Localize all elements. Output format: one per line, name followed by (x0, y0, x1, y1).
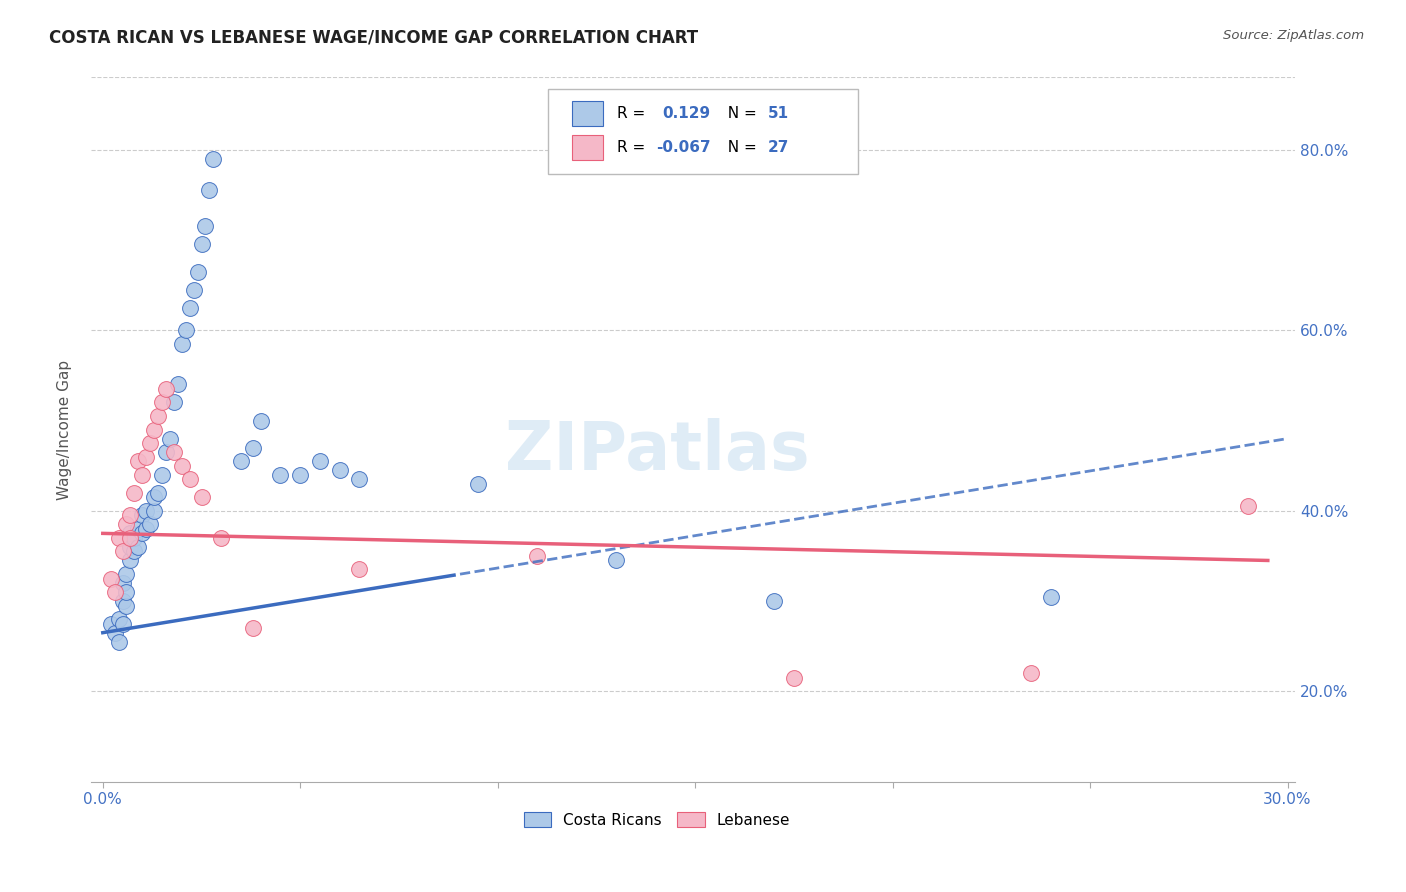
Point (107, 612, 129, 626)
Point (202, 152, 225, 166)
Text: N =: N = (718, 106, 762, 120)
Point (100, 572, 122, 586)
Point (163, 445, 186, 459)
Point (120, 508, 142, 523)
Point (115, 599, 138, 613)
Point (198, 183, 221, 197)
Point (115, 585, 138, 599)
Point (111, 594, 134, 608)
Point (349, 472, 371, 486)
Text: 0.129: 0.129 (662, 106, 710, 120)
Point (120, 531, 142, 545)
Point (467, 476, 489, 491)
Text: COSTA RICAN VS LEBANESE WAGE/INCOME GAP CORRELATION CHART: COSTA RICAN VS LEBANESE WAGE/INCOME GAP … (49, 29, 699, 46)
Point (1237, 500, 1260, 514)
Point (763, 594, 786, 608)
Point (120, 526, 142, 541)
Point (605, 553, 627, 567)
Point (104, 625, 127, 640)
Point (127, 522, 149, 536)
Point (329, 463, 352, 477)
Point (159, 432, 181, 446)
Point (139, 436, 162, 450)
Point (209, 531, 232, 545)
Point (127, 540, 149, 554)
Point (150, 395, 173, 409)
Text: 27: 27 (768, 140, 789, 154)
Point (170, 336, 193, 351)
Point (143, 423, 166, 437)
Point (131, 467, 153, 482)
Point (179, 301, 201, 315)
Point (242, 441, 264, 455)
Point (111, 576, 134, 591)
Point (139, 517, 162, 532)
Point (163, 395, 186, 409)
Point (143, 490, 166, 504)
Point (111, 616, 134, 631)
Point (155, 382, 177, 396)
Point (124, 531, 146, 545)
Point (290, 467, 312, 482)
Point (174, 323, 197, 337)
Point (309, 454, 332, 468)
Text: ZIPatlas: ZIPatlas (505, 417, 810, 483)
Point (1019, 666, 1042, 681)
Point (146, 409, 169, 423)
Point (146, 485, 169, 500)
Text: N =: N = (718, 140, 762, 154)
Point (135, 504, 157, 518)
Point (183, 283, 205, 297)
Point (170, 458, 193, 473)
Point (190, 237, 212, 252)
Point (115, 517, 138, 532)
Point (135, 522, 157, 536)
Point (179, 472, 201, 486)
Point (100, 616, 122, 631)
Point (155, 445, 177, 459)
Point (120, 540, 142, 554)
Point (120, 553, 142, 567)
Point (249, 413, 271, 427)
Point (187, 264, 209, 278)
Point (127, 454, 149, 468)
Legend: Costa Ricans, Lebanese: Costa Ricans, Lebanese (517, 805, 797, 834)
Point (115, 567, 138, 582)
Text: R =: R = (617, 140, 651, 154)
Point (124, 544, 146, 558)
Text: -0.067: -0.067 (657, 140, 711, 154)
Point (143, 504, 166, 518)
Point (194, 219, 217, 234)
Point (107, 634, 129, 648)
Point (131, 526, 153, 541)
Y-axis label: Wage/Income Gap: Wage/Income Gap (58, 359, 72, 500)
Text: R =: R = (617, 106, 655, 120)
Point (111, 544, 134, 558)
Point (190, 490, 212, 504)
Point (349, 562, 371, 576)
Point (229, 454, 252, 468)
Text: 51: 51 (768, 106, 789, 120)
Point (104, 585, 127, 599)
Point (166, 377, 188, 392)
Text: Source: ZipAtlas.com: Source: ZipAtlas.com (1223, 29, 1364, 42)
Point (526, 549, 548, 563)
Point (269, 467, 291, 482)
Point (1039, 590, 1062, 604)
Point (124, 485, 146, 500)
Point (783, 671, 806, 685)
Point (107, 531, 129, 545)
Point (242, 621, 264, 635)
Point (135, 450, 157, 464)
Point (131, 508, 153, 523)
Point (150, 467, 173, 482)
